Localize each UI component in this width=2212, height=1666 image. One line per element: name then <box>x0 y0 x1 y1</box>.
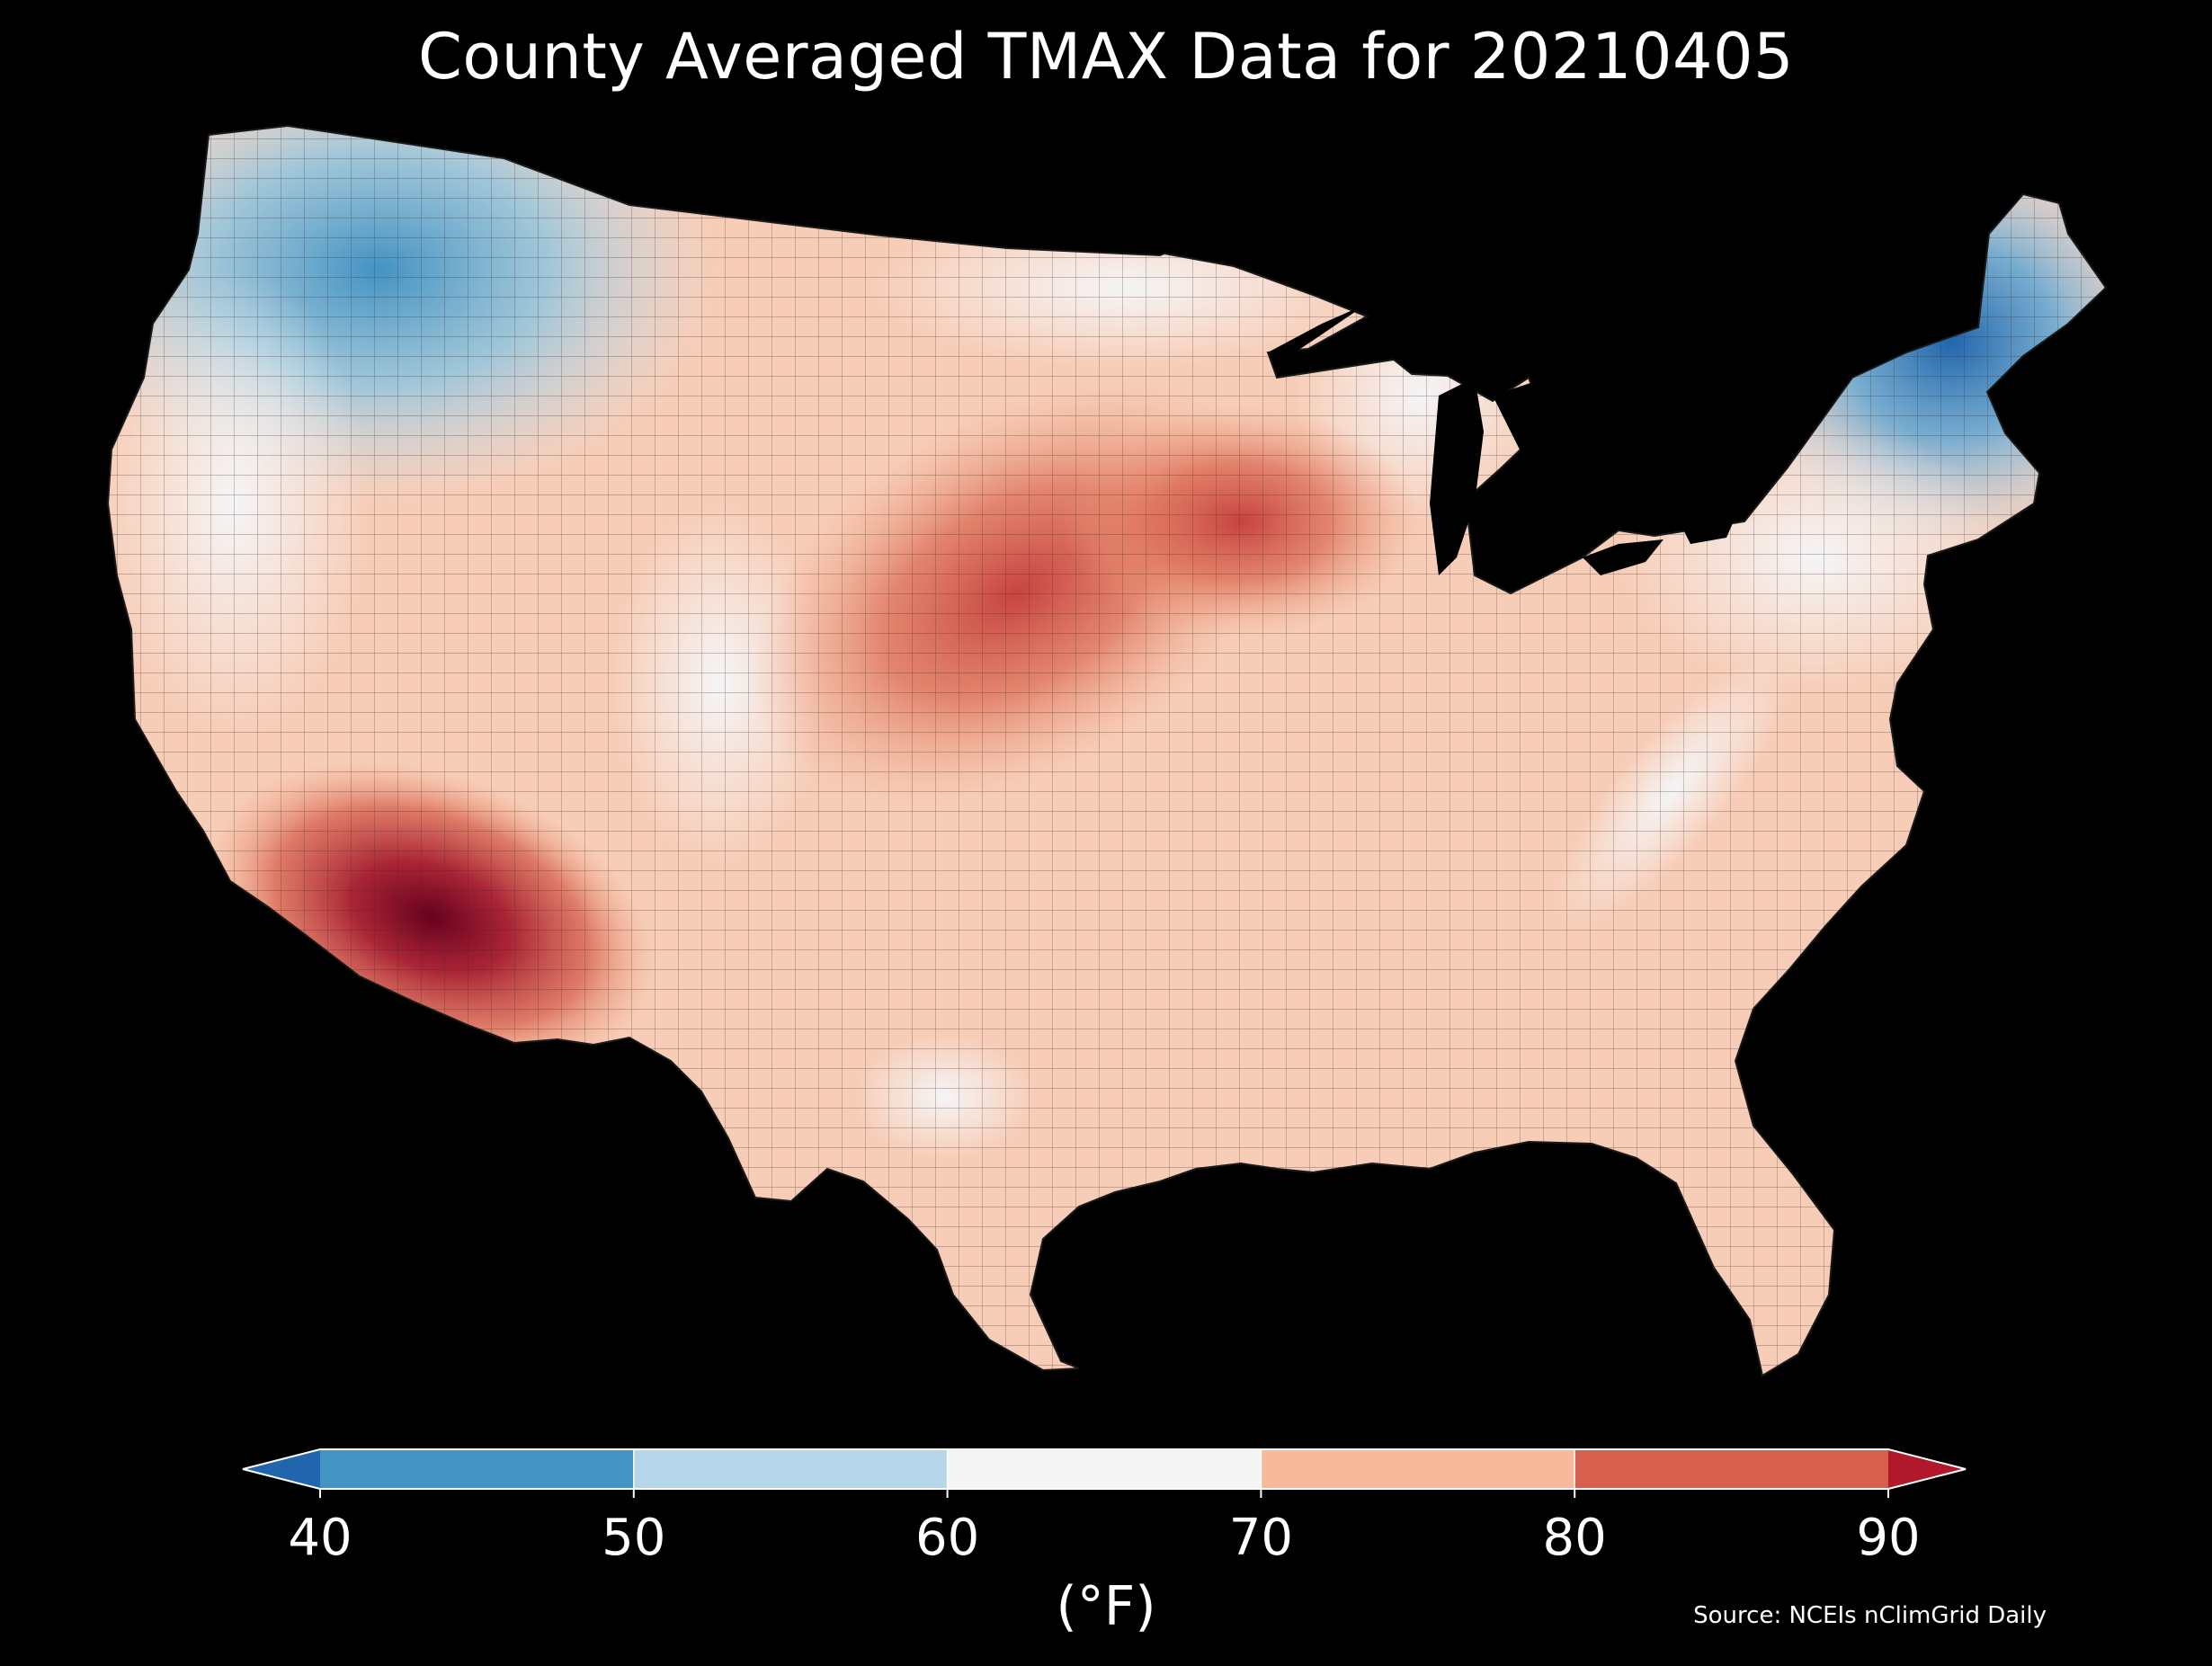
colorbar-bin-3 <box>1261 1449 1575 1489</box>
colorbar-tick-label: 40 <box>288 1509 352 1567</box>
colorbar-bin-0 <box>320 1449 634 1489</box>
colorbar-under-arrow <box>243 1449 320 1489</box>
colorbar-bin-2 <box>947 1449 1262 1489</box>
colorbar-over-arrow <box>1888 1449 1966 1489</box>
colorbar-tick-label: 50 <box>602 1509 666 1567</box>
colorbar-tick-label: 70 <box>1228 1509 1294 1567</box>
colorbar-unit-label: (°F) <box>1056 1575 1156 1638</box>
colorbar-tick-label: 90 <box>1856 1509 1921 1567</box>
colorbar-tick-label: 80 <box>1542 1509 1607 1567</box>
colorbar-bin-1 <box>633 1449 948 1489</box>
colorbar-tick-label: 60 <box>914 1509 980 1567</box>
source-credit: Source: NCEIs nClimGrid Daily <box>1693 1602 2047 1629</box>
choropleth-map <box>106 124 2108 1377</box>
colorbar-bin-4 <box>1574 1449 1888 1489</box>
colorbar-frame <box>242 1448 1967 1490</box>
map-title: County Averaged TMAX Data for 20210405 <box>417 20 1795 94</box>
great-lakes <box>1268 304 1735 575</box>
